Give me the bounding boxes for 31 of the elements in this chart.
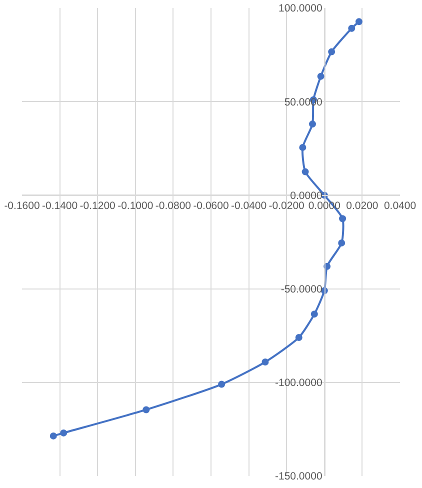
- point: [310, 310, 318, 318]
- y-tick-label: -150.0000: [275, 470, 322, 483]
- point: [308, 120, 316, 128]
- y-tick-label: -50.0000: [280, 283, 322, 296]
- point: [60, 429, 68, 436]
- point: [348, 24, 356, 32]
- x-tick-label: -0.0200: [268, 200, 305, 212]
- x-tick-label: 0.0400: [384, 200, 416, 212]
- point: [328, 48, 336, 56]
- x-tick-label: -0.1000: [118, 200, 154, 212]
- point: [299, 144, 306, 151]
- point: [50, 432, 57, 440]
- x-tick-label: 0.0200: [346, 200, 378, 212]
- point: [355, 18, 362, 26]
- x-tick-label: -0.1200: [80, 200, 116, 212]
- point: [338, 239, 346, 246]
- point: [339, 215, 346, 222]
- y-tick-label: 100.0000: [278, 2, 322, 15]
- x-tick-label: -0.1400: [42, 200, 78, 212]
- y-tick-label: 0.0000: [290, 190, 322, 202]
- point: [142, 406, 150, 414]
- x-tick-label: -0.1600: [4, 200, 40, 212]
- point: [295, 334, 302, 341]
- x-tick-label: -0.0800: [155, 200, 192, 212]
- x-tick-label: -0.0600: [193, 200, 229, 212]
- point: [218, 380, 226, 388]
- point: [302, 168, 309, 176]
- point: [262, 358, 269, 366]
- x-tick-label: -0.0400: [230, 200, 267, 212]
- point: [317, 72, 324, 80]
- y-tick-label: -100.0000: [275, 377, 322, 390]
